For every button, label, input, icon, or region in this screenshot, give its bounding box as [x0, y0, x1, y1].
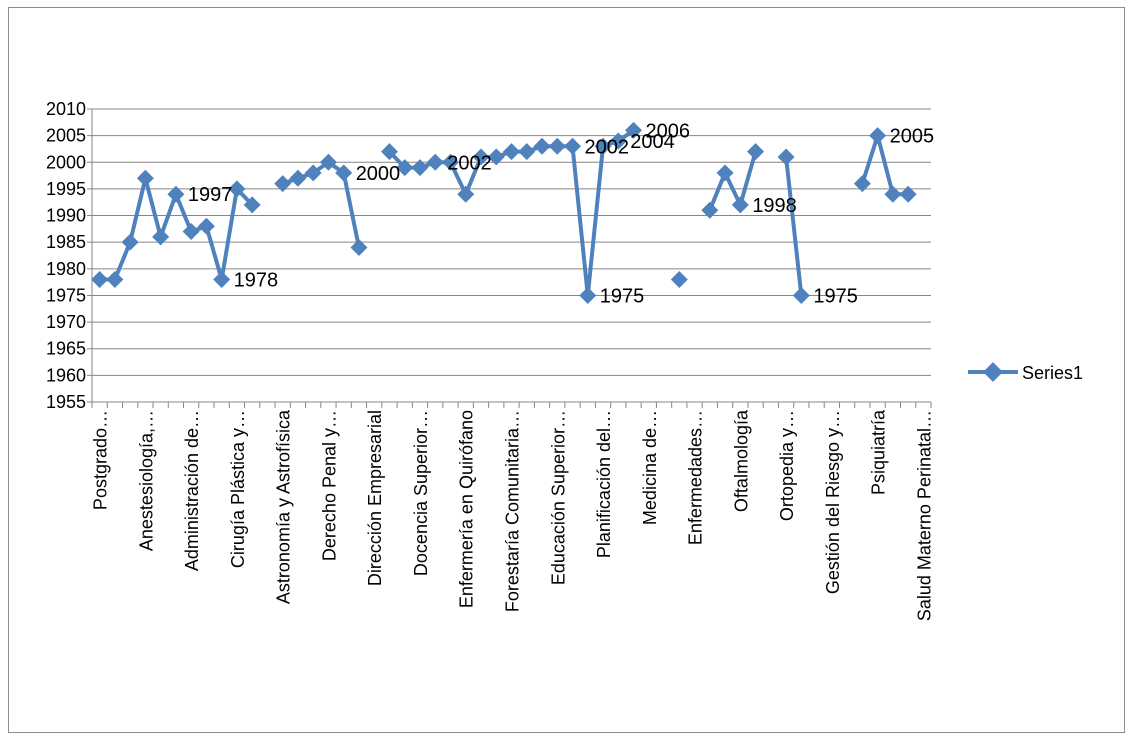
data-point	[899, 185, 917, 203]
y-tick-label: 2010	[46, 99, 86, 119]
y-tick-label: 1965	[46, 339, 86, 359]
data-label: 1978	[234, 269, 279, 291]
data-point	[472, 148, 490, 166]
x-tick-label: Psiquiatría	[869, 409, 889, 495]
y-tick-label: 1970	[46, 312, 86, 332]
y-tick-label: 1975	[46, 285, 86, 305]
y-tick-label: 1990	[46, 206, 86, 226]
data-label: 1998	[752, 195, 797, 217]
y-tick-label: 1980	[46, 259, 86, 279]
x-axis: Postgrado… Anestesiología,… Administración…	[91, 401, 934, 621]
x-tick-label: Docencia Superior…	[411, 410, 431, 576]
data-point	[426, 153, 444, 171]
data-point	[228, 180, 246, 198]
legend: Series1	[968, 362, 1083, 383]
data-point	[121, 233, 139, 251]
x-tick-label: Ortopedia y…	[777, 410, 797, 521]
data-point	[548, 137, 566, 155]
data-point	[441, 153, 459, 171]
data-point	[243, 196, 261, 214]
data-point	[319, 153, 337, 171]
data-point	[136, 169, 154, 187]
data-point	[731, 196, 749, 214]
legend-marker	[983, 362, 1003, 382]
data-point	[182, 223, 200, 241]
y-tick-label: 1995	[46, 179, 86, 199]
series-line-segment	[784, 156, 804, 296]
data-point	[564, 137, 582, 155]
x-tick-label: Medicina de…	[640, 410, 660, 525]
data-point	[701, 201, 719, 219]
x-tick-label: Dirección Empresarial	[365, 410, 385, 586]
data-label: 1975	[600, 285, 645, 307]
data-label: 1997	[188, 184, 233, 206]
y-tick-label: 1985	[46, 232, 86, 252]
x-tick-label: Cirugía Plástica y…	[228, 410, 248, 568]
y-tick-label: 1960	[46, 365, 86, 385]
x-tick-label: Planificación del…	[594, 410, 614, 558]
data-point	[503, 143, 520, 161]
data-label: 2004	[630, 131, 675, 153]
series-1	[91, 121, 917, 304]
data-label: 2006	[646, 120, 691, 142]
x-tick-label: Gestión del Riesgo y…	[823, 410, 843, 594]
x-tick-label: Postgrado…	[91, 410, 111, 510]
data-point	[304, 164, 322, 182]
x-tick-label: Enfermedades…	[686, 410, 706, 545]
data-label: 2005	[890, 126, 935, 148]
x-tick-label: Derecho Penal y…	[319, 410, 339, 561]
data-point	[106, 270, 124, 288]
data-point	[869, 127, 887, 145]
x-tick-label: Salud Materno Perinatal…	[914, 410, 934, 621]
chart-frame	[8, 7, 1125, 733]
x-tick-label: Enfermería en Quirófano	[457, 410, 477, 608]
data-point	[335, 164, 353, 182]
data-point	[167, 185, 185, 203]
data-point	[197, 217, 215, 235]
data-point	[91, 270, 109, 288]
y-tick-label: 1955	[46, 392, 86, 412]
data-label: 2000	[356, 163, 401, 185]
data-label: 1975	[813, 285, 858, 307]
data-point	[777, 148, 795, 166]
x-tick-label: Astronomía y Astrofísica	[274, 409, 294, 604]
data-point	[457, 185, 475, 203]
x-tick-label: Administración de…	[182, 410, 202, 571]
x-tick-label: Oftalmología	[731, 409, 751, 512]
x-tick-label: Forestaría Comunitaria…	[503, 410, 523, 612]
data-point	[213, 270, 231, 288]
data-point	[533, 137, 551, 155]
y-tick-label: 2005	[46, 126, 86, 146]
data-point	[152, 228, 170, 246]
series-line-segment	[707, 151, 758, 211]
data-point	[853, 175, 871, 193]
data-point	[396, 159, 414, 177]
data-point	[884, 185, 902, 203]
data-point	[380, 143, 398, 161]
x-tick-label: Educación Superior…	[548, 410, 568, 585]
data-label: 2002	[447, 152, 492, 174]
data-point	[792, 286, 810, 304]
data-label: 2002	[585, 136, 630, 158]
data-point	[579, 286, 597, 304]
y-tick-label: 2000	[46, 152, 86, 172]
legend-label-series1: Series1	[1022, 363, 1083, 383]
data-point	[670, 270, 688, 288]
data-point	[747, 143, 765, 161]
data-point	[274, 175, 292, 193]
y-axis: 1955 1960 1965 1970 1975 1980 1985 1990 1995 2000…	[46, 99, 93, 412]
data-point	[289, 169, 307, 187]
data-point	[350, 239, 368, 256]
data-point	[411, 159, 429, 177]
data-point	[518, 143, 536, 161]
data-point	[716, 164, 734, 182]
data-point	[487, 148, 505, 166]
data-point	[609, 132, 627, 150]
x-tick-label: Anestesiología,…	[136, 410, 156, 551]
data-point	[594, 137, 612, 155]
